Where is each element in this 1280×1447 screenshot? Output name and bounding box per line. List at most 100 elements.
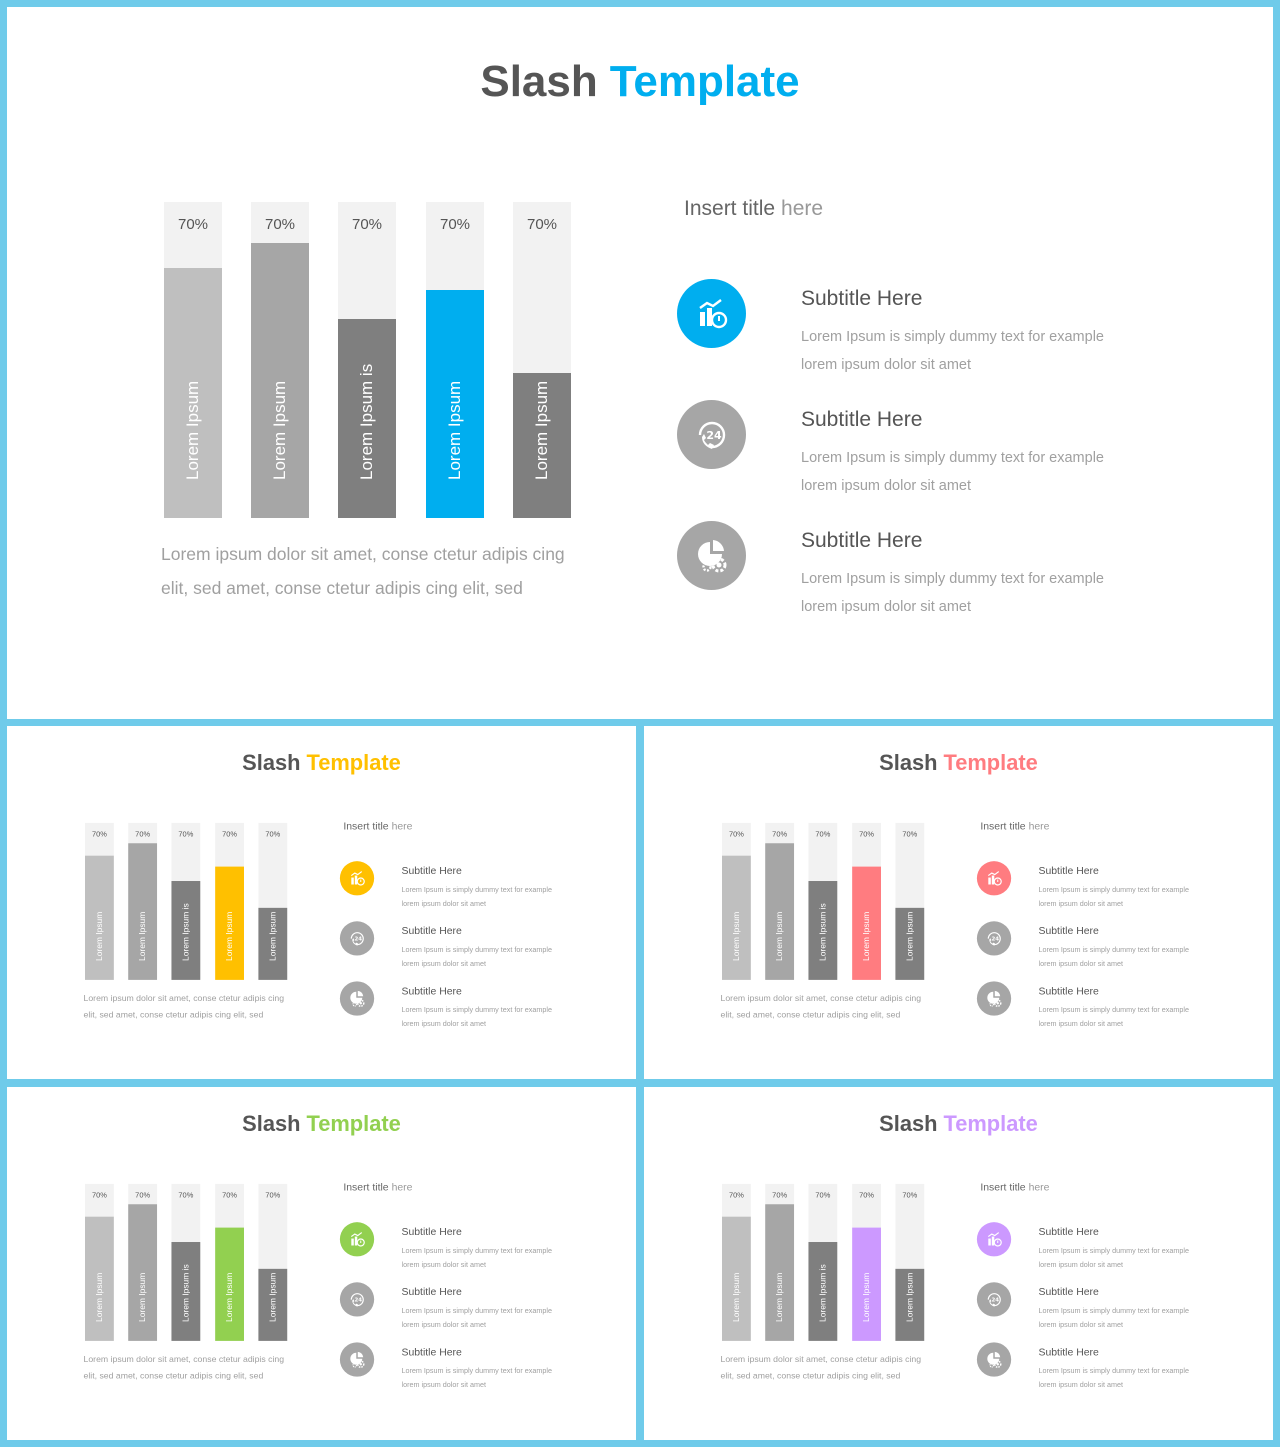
bar-4: 70% Lorem Ipsum xyxy=(852,1183,881,1341)
feature-item: Subtitle Here Lorem Ipsum is simply dummy… xyxy=(339,1222,598,1277)
panel-title-light: here xyxy=(391,1181,413,1193)
bar-5: 70% Lorem Ipsum xyxy=(895,822,925,980)
bar-3: 70% Lorem Ipsum is xyxy=(171,1183,201,1341)
title-main: Slash xyxy=(480,57,598,106)
bar-fill: Lorem Ipsum xyxy=(85,1216,114,1341)
slide-yellow: Slash Template 70% Lorem Ipsum 70% Lorem Ipsu… xyxy=(7,726,636,1079)
feature-item: Subtitle Here Lorem Ipsum is simply dummy… xyxy=(677,521,1197,631)
feature-item: Subtitle Here Lorem Ipsum is simply dummy… xyxy=(677,279,1197,389)
phone-24-icon: 24 xyxy=(976,1282,1012,1317)
bar-percent-label: 70% xyxy=(91,1190,107,1200)
bar-5: 70% Lorem Ipsum xyxy=(895,1183,925,1341)
slide-content: Slash Template 70% Lorem Ipsum 70% Lorem Ipsu… xyxy=(7,1087,636,1440)
item-description: Lorem Ipsum is simply dummy text for exa… xyxy=(401,1006,553,1029)
title-main: Slash xyxy=(242,750,301,776)
phone-24-icon: 24 xyxy=(976,921,1012,956)
panel-title-light: here xyxy=(391,820,413,832)
svg-text:24: 24 xyxy=(354,936,362,942)
bar-4: 70% Lorem Ipsum xyxy=(426,202,484,518)
bar-label: Lorem Ipsum xyxy=(224,1272,235,1323)
bar-2: 70% Lorem Ipsum xyxy=(128,822,158,980)
panel-title-main: Insert title xyxy=(980,1181,1026,1193)
feature-item: Subtitle Here Lorem Ipsum is simply dummy… xyxy=(976,1222,1235,1277)
bar-fill: Lorem Ipsum is xyxy=(171,880,201,980)
item-description: Lorem Ipsum is simply dummy text for exa… xyxy=(401,946,553,968)
feature-item: Subtitle Here Lorem Ipsum is simply dummy… xyxy=(976,861,1235,916)
slide-green: Slash Template 70% Lorem Ipsum 70% Lorem Ipsu… xyxy=(7,1087,636,1440)
item-subtitle: Subtitle Here xyxy=(401,865,462,877)
bar-fill: Lorem Ipsum xyxy=(128,843,158,980)
slide-content: Slash Template 70% Lorem Ipsum 70% Lorem Ipsu… xyxy=(644,1087,1273,1440)
item-description: Lorem Ipsum is simply dummy text for exa… xyxy=(801,571,1104,615)
bar-fill: Lorem Ipsum xyxy=(722,855,751,980)
bar-3: 70% Lorem Ipsum is xyxy=(171,822,201,980)
panel-title: Insert title here xyxy=(980,1181,1049,1193)
bar-label: Lorem Ipsum xyxy=(267,1272,278,1323)
bar-fill: Lorem Ipsum xyxy=(895,907,925,980)
feature-item: Subtitle Here Lorem Ipsum is simply dummy… xyxy=(339,1342,598,1397)
svg-text:24: 24 xyxy=(706,429,722,442)
bar-percent-label: 70% xyxy=(772,829,788,839)
feature-item: Subtitle Here Lorem Ipsum is simply dummy… xyxy=(339,861,598,916)
panel-title-main: Insert title xyxy=(343,820,389,832)
item-description: Lorem Ipsum is simply dummy text for exa… xyxy=(1038,1307,1190,1329)
bar-fill: Lorem Ipsum xyxy=(258,1268,288,1341)
item-description: Lorem Ipsum is simply dummy text for exa… xyxy=(1038,1246,1190,1269)
item-description: Lorem Ipsum is simply dummy text for exa… xyxy=(401,1367,553,1390)
slide-purple: Slash Template 70% Lorem Ipsum 70% Lorem Ipsu… xyxy=(644,1087,1273,1440)
bar-4: 70% Lorem Ipsum xyxy=(215,1183,244,1341)
bar-percent-label: 70% xyxy=(859,829,875,839)
item-description: Lorem Ipsum is simply dummy text for exa… xyxy=(401,1246,553,1269)
bar-percent-label: 70% xyxy=(728,829,744,839)
bar-fill: Lorem Ipsum xyxy=(85,855,114,980)
bar-label: Lorem Ipsum xyxy=(183,380,202,480)
bar-percent-label: 70% xyxy=(439,216,471,233)
item-subtitle: Subtitle Here xyxy=(1038,1226,1099,1238)
feature-item: 24 Subtitle Here Lorem Ipsum is simply dum… xyxy=(976,921,1235,976)
item-description: Lorem Ipsum is simply dummy text for exa… xyxy=(801,329,1104,373)
bar-1: 70% Lorem Ipsum xyxy=(85,822,114,980)
title-accent: Template xyxy=(943,1111,1038,1137)
bar-3: 70% Lorem Ipsum is xyxy=(338,202,396,518)
bar-label: Lorem Ipsum xyxy=(137,1272,148,1323)
chart-bars-icon xyxy=(677,279,746,348)
bar-fill: Lorem Ipsum is xyxy=(808,880,838,980)
bar-label: Lorem Ipsum xyxy=(904,911,915,962)
bar-label: Lorem Ipsum xyxy=(94,1272,104,1323)
bar-4: 70% Lorem Ipsum xyxy=(215,822,244,980)
slide-title: Slash Template xyxy=(7,751,636,776)
panel-title: Insert title here xyxy=(343,1181,412,1193)
bar-fill: Lorem Ipsum xyxy=(852,866,881,980)
item-description: Lorem Ipsum is simply dummy text for exa… xyxy=(401,885,553,908)
bar-label: Lorem Ipsum xyxy=(731,911,741,962)
item-subtitle: Subtitle Here xyxy=(401,1286,462,1298)
bar-label: Lorem Ipsum xyxy=(774,911,785,962)
item-subtitle: Subtitle Here xyxy=(801,529,923,552)
bar-percent-label: 70% xyxy=(222,1190,238,1200)
bar-percent-label: 70% xyxy=(772,1190,788,1200)
item-subtitle: Subtitle Here xyxy=(1038,1346,1099,1358)
bar-percent-label: 70% xyxy=(902,829,918,839)
bar-label: Lorem Ipsum is xyxy=(357,363,376,480)
bar-fill: Lorem Ipsum xyxy=(128,1204,158,1341)
bar-3: 70% Lorem Ipsum is xyxy=(808,822,838,980)
title-accent: Template xyxy=(306,1111,401,1137)
chart-caption: Lorem ipsum dolor sit amet, conse ctetur… xyxy=(83,1353,285,1381)
bar-fill: Lorem Ipsum xyxy=(895,1268,925,1341)
item-subtitle: Subtitle Here xyxy=(401,1346,462,1358)
bar-percent-label: 70% xyxy=(351,216,383,233)
bar-label: Lorem Ipsum xyxy=(861,911,872,962)
bar-percent-label: 70% xyxy=(135,829,151,839)
bar-fill: Lorem Ipsum xyxy=(722,1216,751,1341)
bar-percent-label: 70% xyxy=(265,829,281,839)
bar-label: Lorem Ipsum xyxy=(532,380,551,480)
chart-bars-icon xyxy=(976,861,1012,896)
item-subtitle: Subtitle Here xyxy=(1038,925,1099,937)
bar-percent-label: 70% xyxy=(178,1190,194,1200)
bar-percent-label: 70% xyxy=(815,829,831,839)
feature-item: Subtitle Here Lorem Ipsum is simply dummy… xyxy=(339,981,598,1036)
bar-label: Lorem Ipsum xyxy=(445,380,464,480)
bar-label: Lorem Ipsum xyxy=(904,1272,915,1323)
panel-title-light: here xyxy=(1028,820,1050,832)
item-subtitle: Subtitle Here xyxy=(801,287,923,310)
